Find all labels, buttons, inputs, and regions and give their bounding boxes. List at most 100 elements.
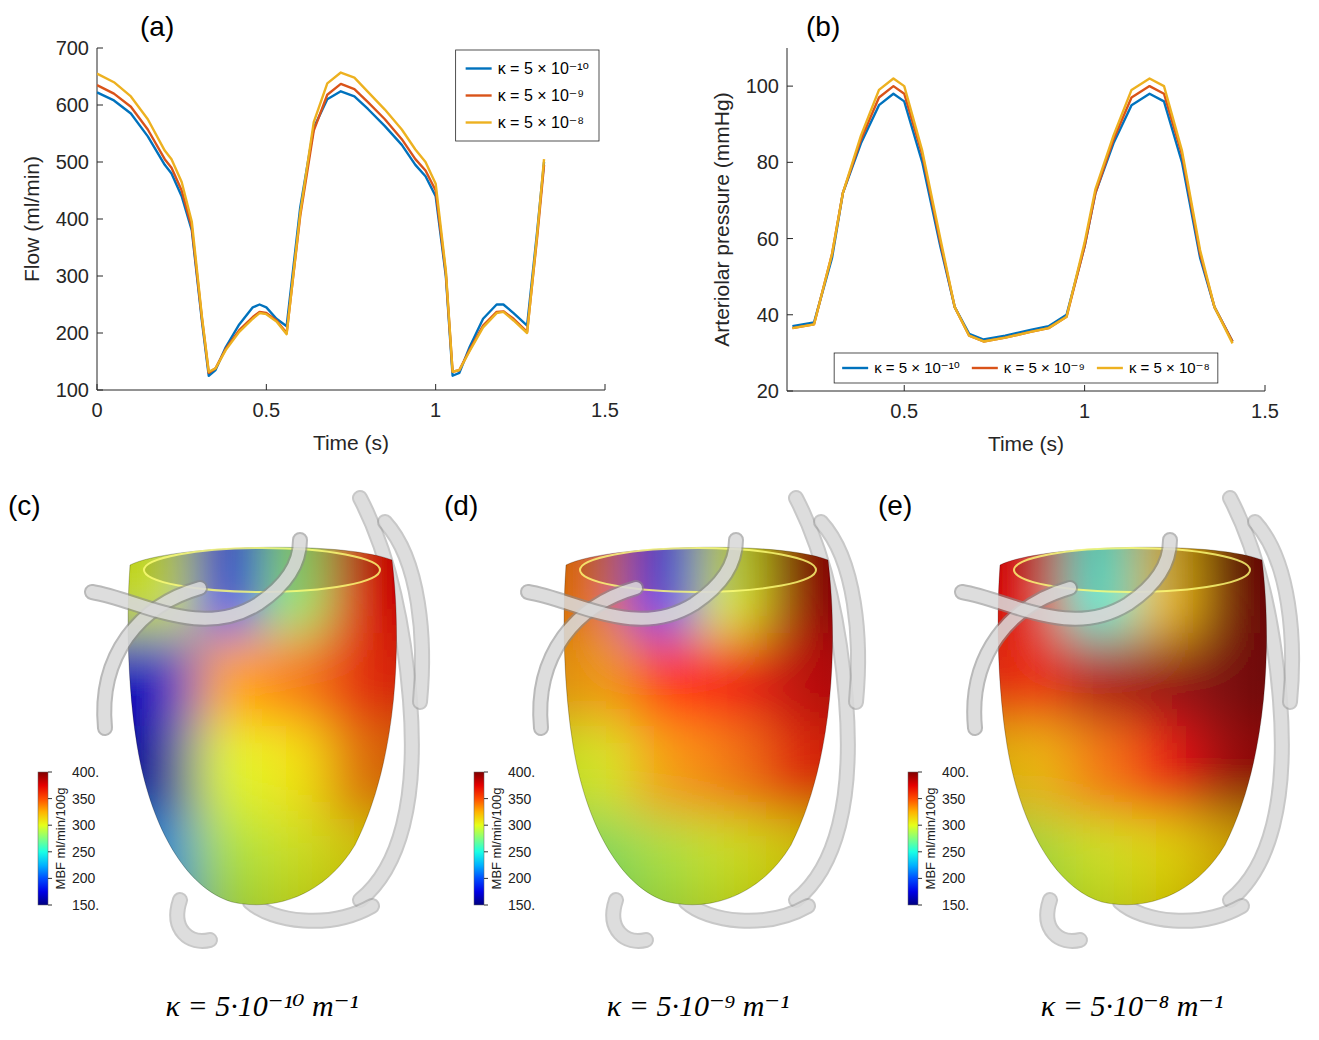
x-tick (1084, 385, 1085, 391)
colorbar-tick-label: 200 (508, 870, 532, 886)
caption: κ = 5·10⁻¹⁰ m⁻¹ (166, 989, 359, 1022)
panel-letter: (e) (878, 490, 912, 521)
y-axis-title: Flow (ml/min) (20, 156, 43, 282)
y-tick (787, 238, 793, 239)
colorbar (474, 772, 484, 905)
x-axis (787, 391, 1265, 392)
heart-surface (951, 495, 1314, 958)
legend-box (834, 353, 1218, 383)
colorbar-tick (48, 772, 52, 773)
y-tick (787, 86, 793, 87)
caption: κ = 5·10⁻⁸ m⁻¹ (1041, 989, 1223, 1022)
colorbar-tick (484, 905, 488, 906)
y-tick (97, 105, 103, 106)
colorbar-tick-label: 400. (72, 764, 99, 780)
x-tick-label: 0.5 (252, 399, 280, 421)
series-line (792, 78, 1232, 343)
colorbar-tick-label: 300 (508, 817, 532, 833)
panel-letter: (c) (8, 490, 41, 521)
colorbar-tick (48, 905, 52, 906)
colorbar-tick (918, 798, 922, 799)
colorbar-tick-label: 200 (942, 870, 966, 886)
legend-swatch (466, 67, 492, 69)
colorbar-tick-label: 250 (508, 844, 532, 860)
colorbar-tick-label: 400. (942, 764, 969, 780)
colorbar-tick (48, 878, 52, 879)
colorbar-tick (918, 825, 922, 826)
legend-swatch (466, 94, 492, 96)
y-tick (97, 219, 103, 220)
colorbar-tick-label: 350 (942, 791, 966, 807)
colorbar-tick-label: 250 (72, 844, 96, 860)
colorbar-tick-label: 150. (942, 897, 969, 913)
colorbar-tick (918, 851, 922, 852)
y-tick-label: 20 (757, 380, 779, 402)
vessel (250, 902, 372, 921)
colorbar-tick (918, 878, 922, 879)
y-tick (787, 314, 793, 315)
colorbar-tick (48, 825, 52, 826)
colorbar-tick-label: 350 (508, 791, 532, 807)
x-tick (435, 384, 436, 390)
heart-cells (517, 495, 880, 958)
x-tick (605, 384, 606, 390)
y-tick-label: 600 (56, 94, 89, 116)
vessel (962, 540, 1170, 619)
colorbar-tick-label: 350 (72, 791, 96, 807)
vessel (528, 540, 736, 619)
y-tick (787, 391, 793, 392)
figure: (a)(b)(c)(d)(e)10020030040050060070000.5… (0, 0, 1319, 1040)
vessel (528, 540, 736, 619)
legend: κ = 5 × 10⁻¹⁰κ = 5 × 10⁻⁹κ = 5 × 10⁻⁸ (456, 50, 599, 141)
y-tick-label: 100 (56, 379, 89, 401)
legend-swatch (972, 367, 998, 369)
heart-surface (81, 495, 444, 958)
chart-0: 10020030040050060070000.511.5Time (s)Flo… (20, 37, 619, 454)
colorbar-tick-label: 400. (508, 764, 535, 780)
colorbar-tick (918, 772, 922, 773)
vessel (686, 902, 808, 921)
colorbar-tick (484, 825, 488, 826)
colorbar-tick (484, 798, 488, 799)
colorbar-tick (484, 878, 488, 879)
y-tick-label: 300 (56, 265, 89, 287)
y-tick (97, 390, 103, 391)
vessel (613, 900, 646, 941)
map-panel: 150.200250300350400.MBF ml/min/100gκ = 5… (38, 495, 444, 1022)
colorbar-tick-label: 300 (942, 817, 966, 833)
colorbar-tick-label: 250 (942, 844, 966, 860)
series-group (792, 78, 1232, 343)
colorbar-title: MBF ml/min/100g (489, 788, 504, 890)
vessel (1047, 900, 1080, 941)
x-tick (97, 384, 98, 390)
vessel (177, 900, 210, 941)
colorbar-tick (918, 905, 922, 906)
panel-letter: (d) (444, 490, 478, 521)
map-panel: 150.200250300350400.MBF ml/min/100gκ = 5… (908, 495, 1314, 1022)
y-tick-label: 400 (56, 208, 89, 230)
heart-cells (81, 495, 444, 958)
colorbar-tick-label: 200 (72, 870, 96, 886)
heart-surface (517, 495, 880, 958)
legend-swatch (1097, 367, 1123, 369)
colorbar-tick-label: 150. (72, 897, 99, 913)
x-axis-title: Time (s) (988, 432, 1064, 455)
x-tick-label: 0.5 (890, 400, 918, 422)
colorbar (38, 772, 48, 905)
vessel (1047, 900, 1080, 941)
x-axis (97, 390, 605, 391)
vessel (92, 540, 300, 619)
y-tick (787, 162, 793, 163)
y-tick-label: 80 (757, 151, 779, 173)
x-tick-label: 1.5 (1251, 400, 1279, 422)
vessel (686, 902, 808, 921)
vessel (92, 540, 300, 619)
colorbar-tick (48, 798, 52, 799)
colorbar-tick-label: 150. (508, 897, 535, 913)
vessel (250, 902, 372, 921)
heart-rim (1014, 548, 1250, 592)
map-panel: 150.200250300350400.MBF ml/min/100gκ = 5… (474, 495, 880, 1022)
legend-swatch (842, 367, 868, 369)
vessel (613, 900, 646, 941)
legend-label: κ = 5 × 10⁻¹⁰ (498, 60, 589, 77)
